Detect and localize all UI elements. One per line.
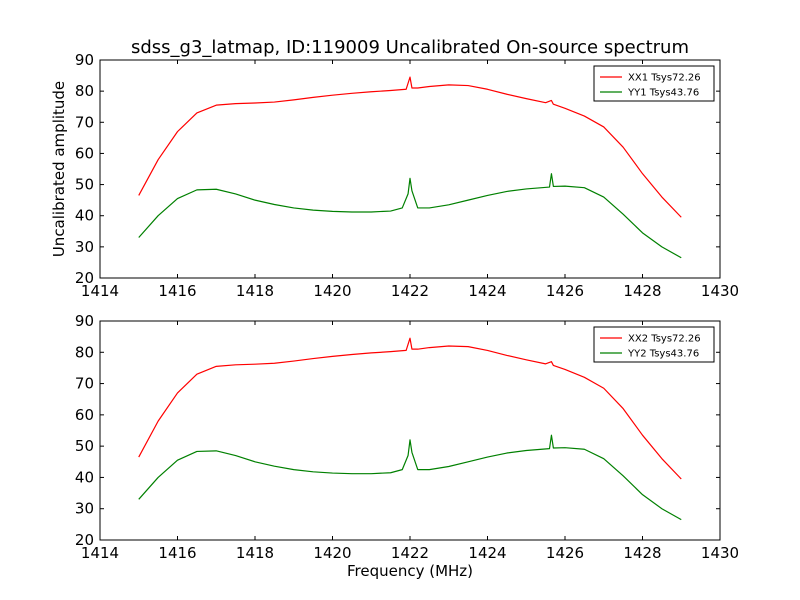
y-tick-label: 90 [75, 312, 94, 330]
x-tick-label: 1414 [81, 282, 119, 300]
x-tick-label: 1426 [546, 544, 584, 562]
y-tick-label: 50 [75, 176, 94, 194]
legend-label: YY1 Tsys43.76 [627, 88, 699, 99]
y-tick-label: 90 [75, 51, 94, 69]
figure-title: sdss_g3_latmap, ID:119009 Uncalibrated O… [131, 37, 689, 58]
x-tick-label: 1414 [81, 544, 119, 562]
legend-box [593, 65, 715, 102]
y-tick-label: 50 [75, 437, 94, 455]
x-tick-label: 1422 [391, 282, 429, 300]
series-line-0-0 [138, 76, 682, 218]
series-line-0-1 [138, 173, 682, 259]
legend-label: XX2 Tsys72.26 [628, 334, 701, 345]
top-plot: 1414 1416 1418 1420 1422 1424 1426 1428 1430 20 30… [75, 51, 739, 300]
x-axis-label: Frequency (MHz) [347, 562, 473, 580]
x-tick-label: 1420 [313, 282, 351, 300]
series-line-1-1 [138, 434, 682, 521]
x-tick-label: 1424 [468, 544, 506, 562]
x-tick-label: 1416 [158, 282, 196, 300]
x-tick-label: 1428 [623, 544, 661, 562]
x-tick-label: 1418 [236, 544, 274, 562]
legend: XX1 Tsys72.26 YY1 Tsys43.76 [593, 65, 715, 102]
y-tick-label: 40 [75, 468, 94, 486]
x-tick-label: 1418 [236, 282, 274, 300]
y-tick-label: 80 [75, 343, 94, 361]
x-tick-label: 1422 [391, 544, 429, 562]
x-tick-label: 1424 [468, 282, 506, 300]
y-tick-label: 30 [75, 238, 94, 256]
legend-box [593, 326, 715, 363]
y-axis-label: Uncalibrated amplitude [50, 81, 68, 257]
legend-label: XX1 Tsys72.26 [628, 73, 701, 84]
x-tick-label: 1426 [546, 282, 584, 300]
y-tick-label: 30 [75, 500, 94, 518]
y-tick-label: 60 [75, 144, 94, 162]
y-tick-label: 70 [75, 375, 94, 393]
y-tick-label: 70 [75, 113, 94, 131]
y-tick-label: 60 [75, 406, 94, 424]
x-tick-label: 1416 [158, 544, 196, 562]
y-tick-label: 20 [75, 531, 94, 549]
legend: XX2 Tsys72.26 YY2 Tsys43.76 [593, 326, 715, 363]
x-tick-label: 1428 [623, 282, 661, 300]
series-line-1-0 [138, 337, 682, 480]
y-tick-label: 40 [75, 207, 94, 225]
y-tick-label: 20 [75, 269, 94, 287]
x-tick-label: 1420 [313, 544, 351, 562]
y-tick-label: 80 [75, 82, 94, 100]
x-tick-label: 1430 [701, 282, 739, 300]
x-tick-label: 1430 [701, 544, 739, 562]
legend-label: YY2 Tsys43.76 [627, 349, 699, 360]
bottom-plot: 1414 1416 1418 1420 1422 1424 1426 1428 1430 20 30… [75, 312, 739, 562]
